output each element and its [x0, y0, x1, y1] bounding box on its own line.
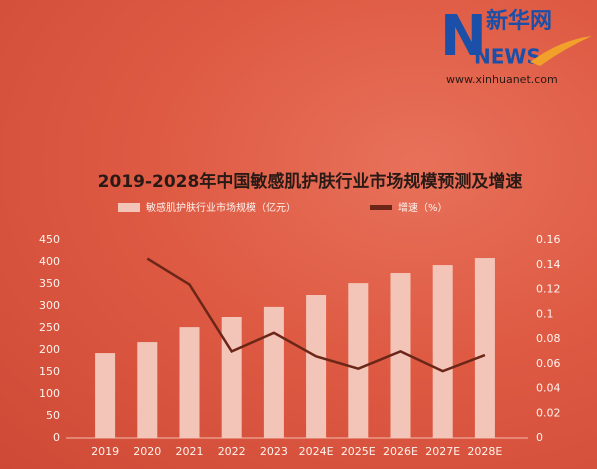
- y-tick-label: 200: [39, 343, 60, 356]
- bar: [179, 327, 200, 438]
- legend-swatch: [370, 205, 392, 210]
- y2-tick-label: 0.14: [536, 258, 561, 271]
- y-tick-label: 150: [39, 365, 60, 378]
- x-tick-label: 2021: [176, 445, 204, 458]
- bar: [95, 353, 116, 438]
- bar: [137, 342, 158, 438]
- y2-tick-label: 0.06: [536, 357, 561, 370]
- logo-swoosh: [530, 36, 592, 66]
- y2-tick-label: 0: [536, 431, 543, 444]
- y-tick-label: 100: [39, 387, 60, 400]
- x-tick-label: 2026E: [383, 445, 418, 458]
- bar: [348, 283, 369, 438]
- y-tick-label: 350: [39, 277, 60, 290]
- y2-tick-label: 0.12: [536, 283, 561, 296]
- x-tick-label: 2024E: [299, 445, 334, 458]
- y2-tick-label: 0.04: [536, 382, 561, 395]
- bar: [432, 265, 453, 438]
- bar: [306, 295, 327, 438]
- logo-brand: NEWS: [474, 45, 541, 69]
- y-tick-label: 250: [39, 321, 60, 334]
- y-tick-label: 0: [53, 431, 60, 444]
- x-tick-label: 2027E: [425, 445, 460, 458]
- legend-label: 敏感肌护肤行业市场规模（亿元）: [146, 201, 296, 214]
- x-tick-label: 2023: [260, 445, 288, 458]
- bar: [474, 258, 495, 438]
- bar: [263, 306, 284, 438]
- line: [146, 257, 486, 373]
- x-tick-label: 2028E: [467, 445, 502, 458]
- y2-tick-label: 0.16: [536, 233, 561, 246]
- logo: N 新华网 NEWS www.xinhuanet.com: [440, 4, 592, 86]
- x-tick-label: 2019: [91, 445, 119, 458]
- y-tick-label: 400: [39, 255, 60, 268]
- legend-label: 增速（%）: [398, 201, 448, 214]
- logo-n: N: [440, 4, 487, 69]
- logo-name: 新华网: [486, 8, 552, 34]
- y2-tick-label: 0.08: [536, 332, 561, 345]
- x-tick-label: 2025E: [341, 445, 376, 458]
- legend-swatch: [118, 203, 140, 212]
- y2-tick-label: 0.02: [536, 406, 561, 419]
- bar: [221, 317, 242, 438]
- logo-url: www.xinhuanet.com: [446, 73, 558, 86]
- bar: [390, 273, 411, 438]
- y-tick-label: 50: [46, 409, 60, 422]
- chart-title: 2019-2028年中国敏感肌护肤行业市场规模预测及增速: [98, 171, 523, 192]
- x-tick-label: 2022: [218, 445, 246, 458]
- x-tick-label: 2020: [133, 445, 161, 458]
- y-tick-label: 450: [39, 233, 60, 246]
- y-tick-label: 300: [39, 299, 60, 312]
- y2-tick-label: 0.1: [536, 307, 554, 320]
